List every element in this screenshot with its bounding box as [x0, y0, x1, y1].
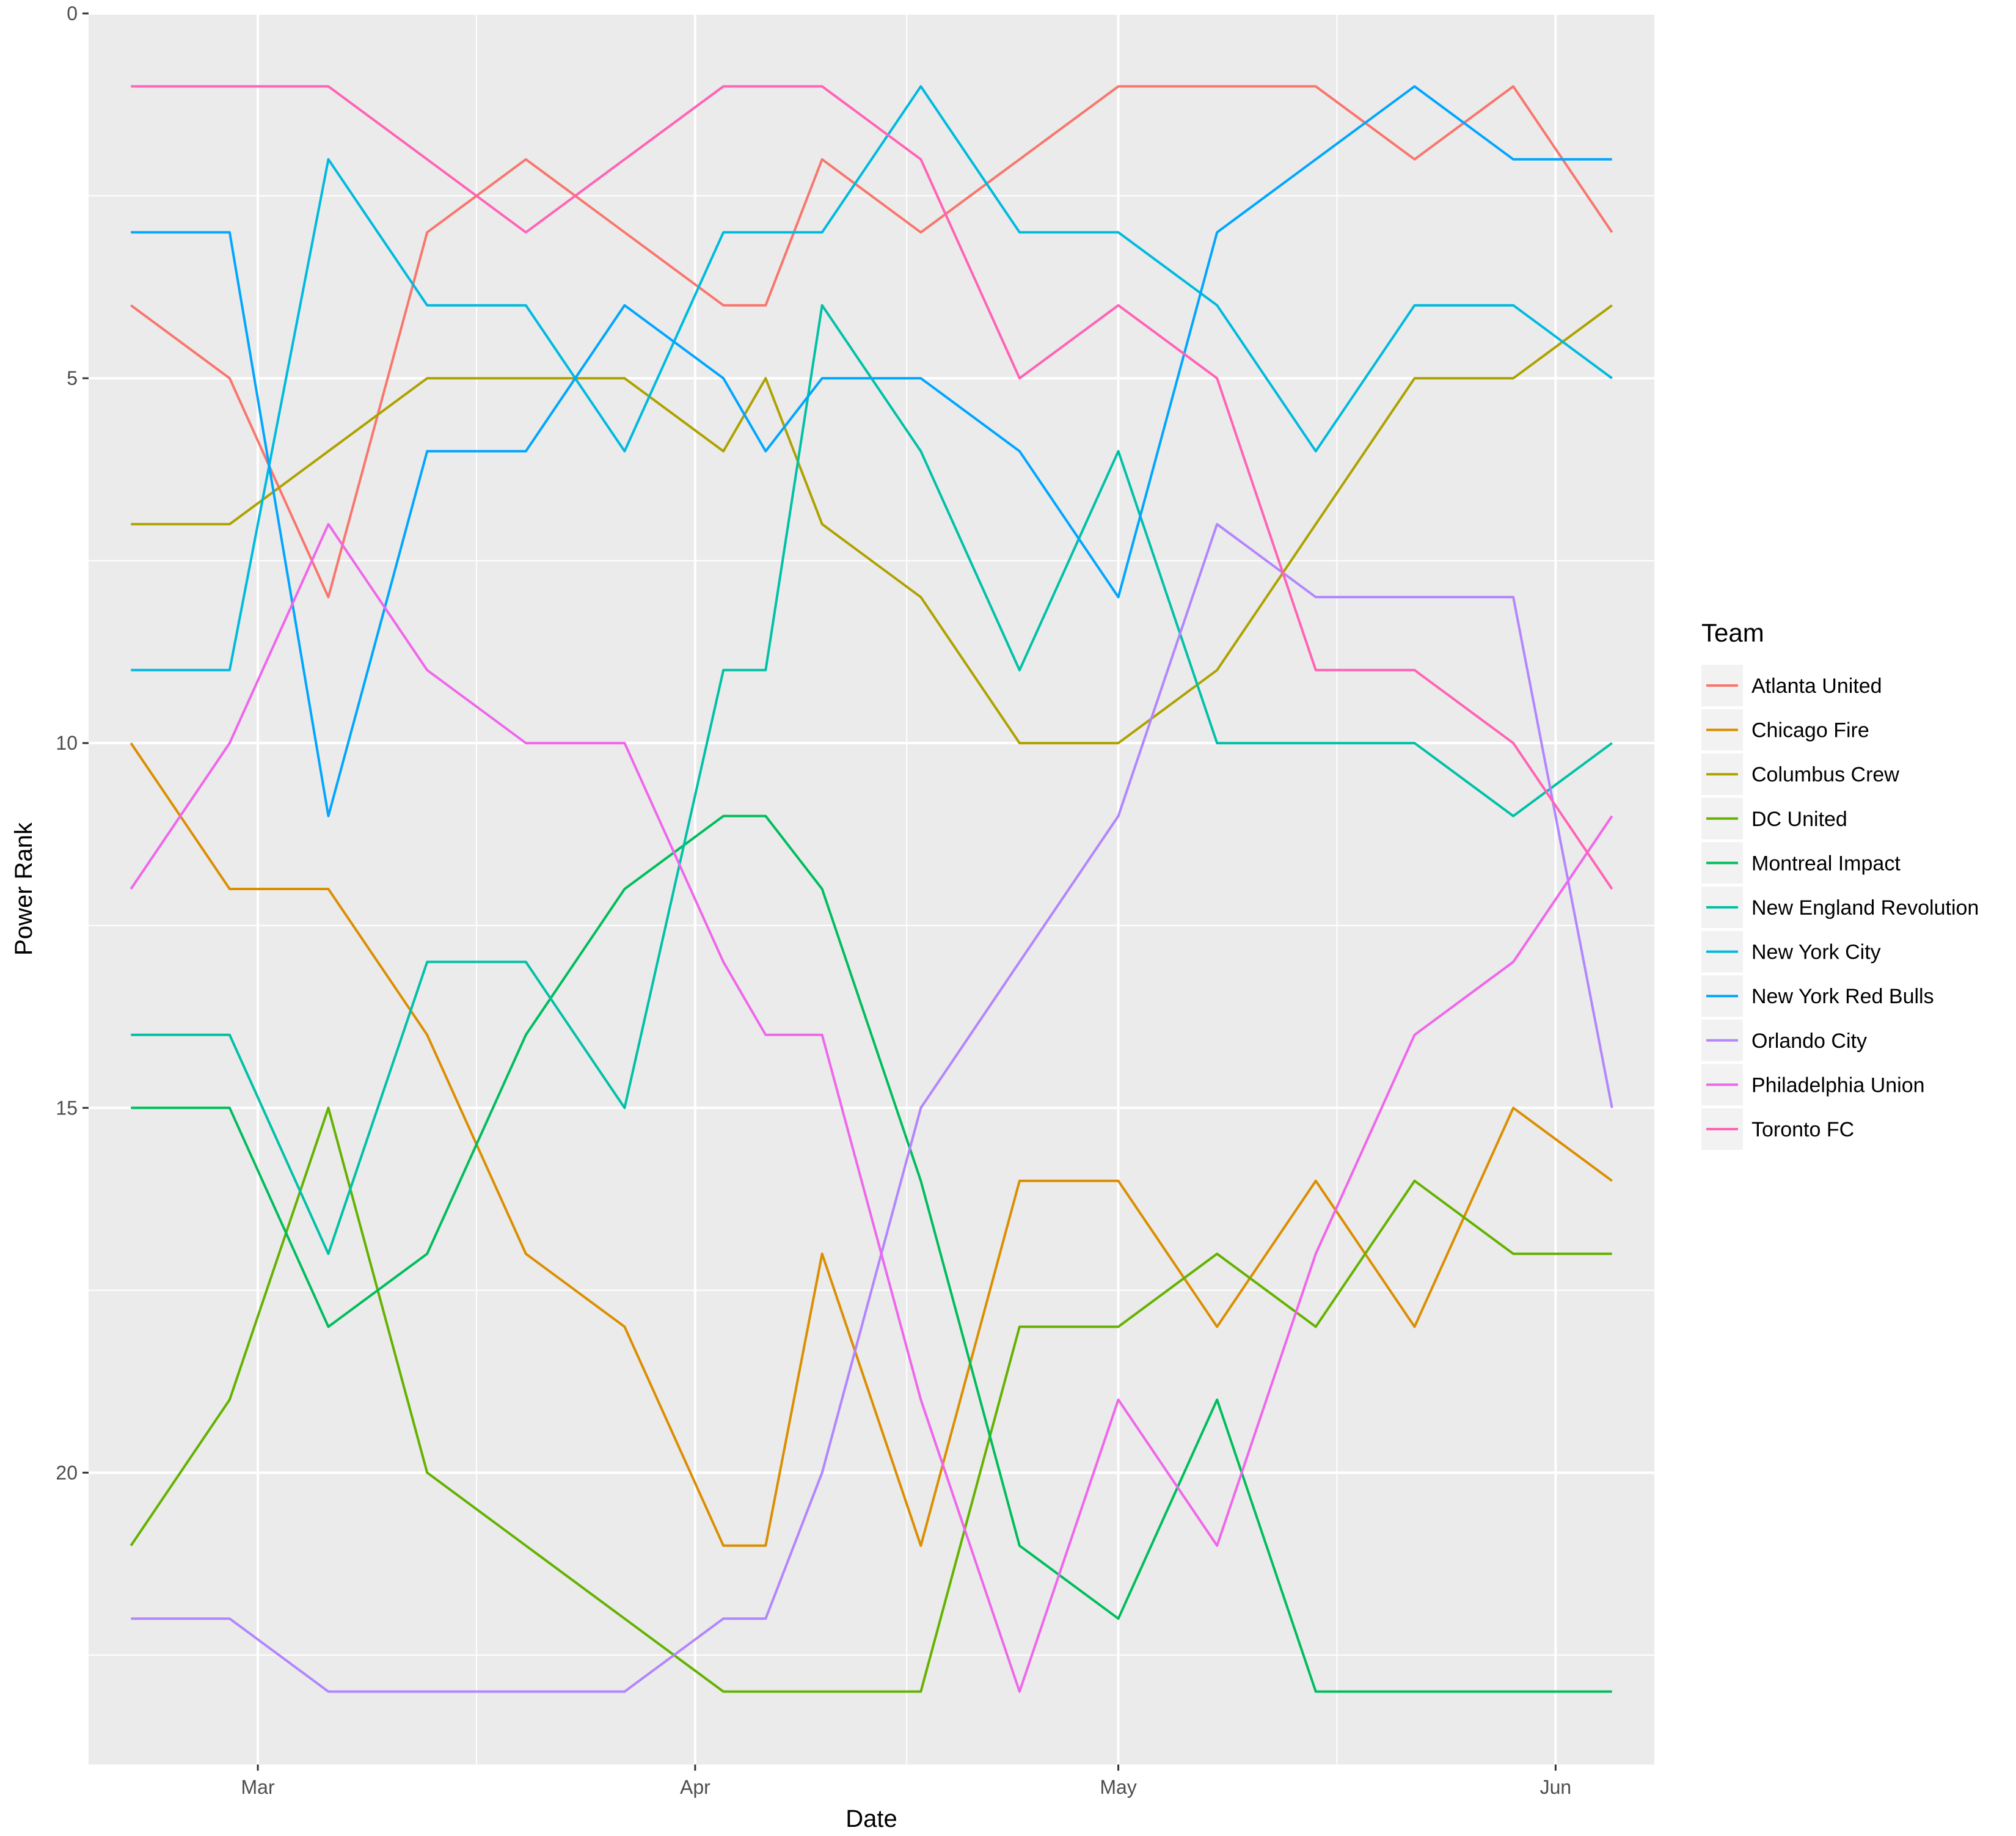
legend-label: Toronto FC	[1751, 1118, 1854, 1141]
x-axis: Mar Apr May Jun	[241, 1765, 1572, 1798]
y-tick-label: 0	[67, 2, 78, 24]
x-axis-title: Date	[845, 1805, 897, 1832]
series-lines	[130, 85, 1613, 1693]
legend-label: Orlando City	[1751, 1030, 1867, 1053]
legend-label: DC United	[1751, 808, 1847, 831]
legend-item-new-england-revolution: New England Revolution	[1701, 887, 1979, 928]
legend-label: New England Revolution	[1751, 896, 1979, 920]
series-line-montreal-impact	[131, 814, 1612, 1693]
legend-item-philadelphia-union: Philadelphia Union	[1701, 1064, 1925, 1106]
y-tick-label: 10	[56, 732, 78, 754]
series-line-new-england-revolution	[131, 304, 1613, 1256]
series-line-chicago-fire	[130, 742, 1613, 1547]
series-line-new-york-red-bulls	[131, 85, 1612, 817]
legend-label: Philadelphia Union	[1751, 1073, 1925, 1097]
x-tick-label: Apr	[680, 1776, 710, 1798]
legend-label: New York Red Bulls	[1751, 985, 1934, 1008]
legend-item-chicago-fire: Chicago Fire	[1701, 709, 1869, 751]
x-tick-label: Mar	[241, 1776, 275, 1798]
legend-label: Atlanta United	[1751, 675, 1882, 698]
legend-item-dc-united: DC United	[1701, 797, 1847, 839]
legend: Team Atlanta United Chicago Fire Columbus …	[1701, 618, 1979, 1150]
series-line-columbus-crew	[131, 304, 1613, 745]
x-tick-label: Jun	[1540, 1776, 1572, 1798]
legend-label: Montreal Impact	[1751, 852, 1901, 875]
series-line-dc-united	[130, 1106, 1612, 1693]
legend-item-columbus-crew: Columbus Crew	[1701, 753, 1899, 795]
series-line-toronto-fc	[131, 85, 1613, 890]
y-tick-label: 5	[67, 367, 78, 389]
series-line-orlando-city	[131, 522, 1613, 1693]
legend-item-toronto-fc: Toronto FC	[1701, 1108, 1854, 1150]
legend-item-orlando-city: Orlando City	[1701, 1019, 1867, 1061]
legend-label: Columbus Crew	[1751, 763, 1899, 786]
legend-title: Team	[1701, 618, 1764, 647]
legend-label: Chicago Fire	[1751, 719, 1869, 742]
legend-item-montreal-impact: Montreal Impact	[1701, 842, 1901, 884]
legend-item-atlanta-united: Atlanta United	[1701, 665, 1882, 706]
legend-item-new-york-city: New York City	[1701, 931, 1881, 973]
series-line-atlanta-united	[130, 85, 1613, 599]
legend-label: New York City	[1751, 941, 1881, 964]
series-line-new-york-city	[131, 85, 1613, 671]
y-tick-label: 15	[56, 1097, 78, 1119]
x-tick-label: May	[1100, 1776, 1136, 1798]
legend-item-new-york-red-bulls: New York Red Bulls	[1701, 975, 1934, 1017]
series-line-philadelphia-union	[130, 522, 1613, 1693]
y-tick-label: 20	[56, 1461, 78, 1483]
y-axis: 0 5 10 15 20	[56, 2, 89, 1483]
y-axis-title: Power Rank	[10, 822, 37, 956]
